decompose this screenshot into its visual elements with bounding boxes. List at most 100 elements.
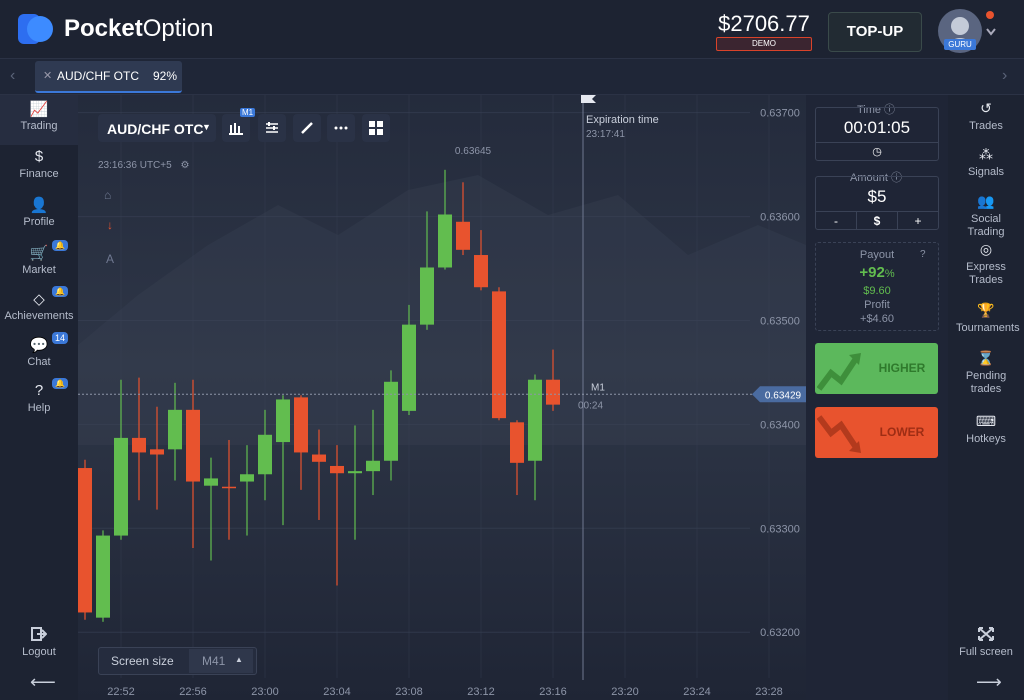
asset-tab[interactable]: ✕ AUD/CHF OTC 92%: [35, 61, 182, 93]
left-nav: [0, 95, 78, 700]
account-type[interactable]: DEMO: [716, 37, 812, 51]
drawing-button[interactable]: [293, 114, 321, 142]
candle-body: [294, 397, 308, 453]
logout-icon: [31, 627, 48, 641]
payout-amount: $9.60: [863, 285, 891, 297]
y-tick-label: 0.63500: [760, 315, 800, 327]
layout-button[interactable]: [362, 114, 390, 142]
header: PocketOption $2706.77 DEMO TOP-UP GURU: [0, 0, 1024, 59]
nav-item[interactable]: 👥 Social Trading: [948, 193, 1024, 239]
payout-value: +92: [859, 264, 885, 281]
higher-button[interactable]: HIGHER: [815, 343, 938, 394]
more-icon: [334, 126, 348, 130]
chart-type-button[interactable]: M1: [222, 108, 256, 142]
timer-timeframe: M1: [591, 382, 605, 393]
nav-item[interactable]: 📈 Trading: [0, 100, 78, 133]
time-value: 00:01:05: [843, 118, 911, 137]
x-tick-label: 23:12: [467, 686, 495, 698]
payout-info[interactable]: ?: [920, 249, 926, 260]
candle-body: [78, 468, 92, 613]
tab-payout: 92%: [153, 69, 178, 83]
amount-minus[interactable]: -: [816, 211, 857, 230]
right-nav: [948, 95, 1024, 700]
nav-label: Hotkeys: [966, 433, 1006, 445]
nav-label: Tournaments: [956, 322, 1020, 334]
nav-icon: ↺: [980, 100, 992, 116]
candle-body: [114, 437, 128, 536]
nav-label: Achievements: [4, 310, 74, 322]
expand-arrow[interactable]: ⟶: [976, 672, 1002, 692]
candle-body: [240, 474, 254, 482]
higher-label: HIGHER: [878, 361, 926, 375]
logout[interactable]: Logout: [0, 627, 78, 659]
amount-box[interactable]: $5 - $ +: [815, 176, 939, 230]
candle-body: [528, 379, 542, 461]
candle-body: [258, 434, 272, 475]
amount-label-row: Amount ⓘ: [850, 172, 902, 184]
nav-item[interactable]: 💬 Chat 14: [0, 332, 78, 369]
x-tick-label: 23:16: [539, 686, 567, 698]
amount-currency[interactable]: $: [857, 211, 898, 230]
logo-bold: Pocket: [64, 15, 143, 42]
layout-icon: [369, 121, 383, 135]
topup-button[interactable]: TOP-UP: [828, 12, 922, 52]
collapse-arrow[interactable]: ⟵: [30, 672, 56, 692]
x-tick-label: 23:28: [755, 686, 783, 698]
candle-body: [150, 449, 164, 455]
nav-item[interactable]: ⁂ Signals: [948, 146, 1024, 179]
tab-scroll-left[interactable]: ‹: [10, 67, 16, 84]
toolbar-symbol: AUD/CHF OTC: [107, 121, 204, 137]
x-tick-label: 23:00: [251, 686, 279, 698]
nav-item[interactable]: ⌛ Pending trades: [948, 350, 1024, 396]
nav-icon: ◇: [33, 291, 45, 308]
nav-item[interactable]: $ Finance: [0, 148, 78, 181]
screen-size[interactable]: Screen size M41 ▲: [98, 647, 257, 675]
amount-label: Amount: [850, 172, 888, 184]
nav-item[interactable]: ◎ Express Trades: [948, 241, 1024, 287]
clock-zone: UTC+5: [139, 160, 172, 171]
more-button[interactable]: [327, 114, 355, 142]
fullscreen[interactable]: Full screen: [948, 627, 1024, 659]
chart-tool-text[interactable]: A: [106, 252, 115, 266]
candle-body: [420, 267, 434, 325]
profit-value: +$4.60: [860, 313, 894, 325]
nav-item[interactable]: ↺ Trades: [948, 100, 1024, 133]
timer-remaining: 00:24: [578, 400, 603, 411]
candle-body: [186, 409, 200, 482]
nav-label: Trades: [969, 120, 1003, 132]
candle-body: [312, 454, 326, 462]
payout-unit: %: [884, 268, 895, 280]
nav-item[interactable]: 🏆 Tournaments: [948, 302, 1024, 335]
indicators-button[interactable]: [258, 114, 286, 142]
nav-item[interactable]: 🛒 Market 🔔: [0, 240, 78, 277]
nav-bell: 🔔: [52, 286, 68, 297]
nav-item[interactable]: ? Help 🔔: [0, 378, 78, 415]
nav-icon: 💬: [29, 337, 49, 354]
chart-tool-arrow[interactable]: ↓: [107, 218, 113, 232]
logo-light: Option: [142, 15, 214, 42]
screen-size-label: Screen size: [111, 654, 174, 668]
x-tick-label: 22:52: [107, 686, 135, 698]
asset-selector[interactable]: AUD/CHF OTC ▼: [98, 114, 216, 142]
timeframe-badge: M1: [240, 108, 256, 117]
candle-body: [96, 535, 110, 618]
nav-item[interactable]: ◇ Achievements 🔔: [0, 286, 78, 323]
active-nav-bg: [0, 95, 78, 145]
nav-icon: 📈: [29, 101, 49, 118]
logout-label: Logout: [22, 646, 56, 658]
time-box[interactable]: 00:01:05 ◷: [815, 107, 939, 161]
clock-settings[interactable]: ⚙: [180, 160, 190, 171]
amount-plus[interactable]: +: [898, 211, 938, 230]
nav-item[interactable]: ⌨ Hotkeys: [948, 413, 1024, 446]
lower-label: LOWER: [879, 425, 925, 439]
nav-bell: 🔔: [52, 240, 68, 251]
nav-item[interactable]: 👤 Profile: [0, 196, 78, 229]
logo: PocketOption: [64, 15, 213, 43]
nav-label: Help: [27, 402, 51, 414]
tab-scroll-right[interactable]: ›: [1002, 67, 1008, 84]
chart-tool-gift[interactable]: ⌂: [104, 188, 112, 202]
lower-button[interactable]: LOWER: [815, 407, 938, 458]
tab-close[interactable]: ✕: [43, 70, 53, 82]
clock-time: 23:16:36: [98, 160, 137, 171]
